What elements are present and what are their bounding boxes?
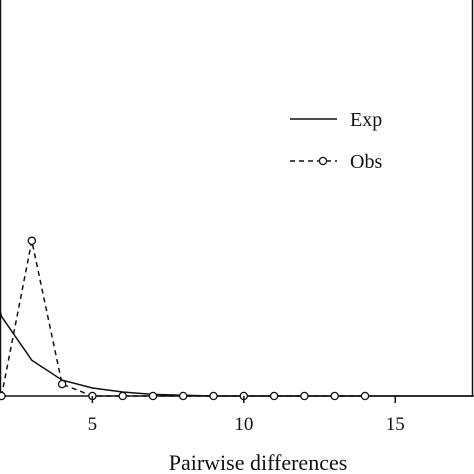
series-point-obs [148, 391, 158, 401]
series-point-obs [300, 391, 309, 401]
legend-exp-label: Exp [350, 109, 382, 131]
x-tick-label: 10 [234, 414, 253, 435]
legend-obs-marker [318, 156, 328, 166]
plot-frame [0, 0, 474, 397]
x-axis: 5 10 15 [88, 396, 405, 435]
x-axis-title: Pairwise differences [169, 450, 348, 474]
series-line-obs [0, 240, 365, 397]
series-point-obs [118, 391, 127, 401]
x-tick-label: 5 [88, 414, 98, 435]
series-point-obs [0, 391, 6, 401]
legend: Exp Obs [290, 109, 382, 173]
series-point-obs [269, 391, 279, 401]
series-line-exp [0, 309, 474, 397]
series-point-obs [178, 391, 188, 401]
series-point-obs [360, 391, 370, 401]
series-layer [0, 236, 474, 401]
series-point-obs [209, 391, 218, 401]
legend-obs-label: Obs [350, 151, 382, 173]
series-point-obs [27, 236, 37, 246]
series-point-obs [330, 391, 339, 401]
x-tick-label: 15 [386, 414, 405, 435]
series-point-obs [57, 379, 67, 389]
